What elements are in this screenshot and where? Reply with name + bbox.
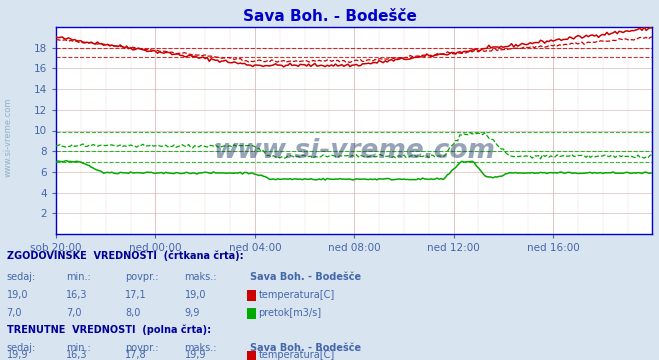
Text: sedaj:: sedaj: bbox=[7, 343, 36, 353]
Text: 17,8: 17,8 bbox=[125, 350, 147, 360]
Text: 16,3: 16,3 bbox=[66, 290, 88, 300]
Text: 7,0: 7,0 bbox=[7, 308, 22, 318]
Text: min.:: min.: bbox=[66, 272, 91, 282]
Text: temperatura[C]: temperatura[C] bbox=[258, 290, 335, 300]
Text: www.si-vreme.com: www.si-vreme.com bbox=[214, 138, 495, 164]
Text: Sava Boh. - Bodešče: Sava Boh. - Bodešče bbox=[243, 9, 416, 24]
Text: maks.:: maks.: bbox=[185, 272, 217, 282]
Text: pretok[m3/s]: pretok[m3/s] bbox=[258, 308, 322, 318]
Text: 8,0: 8,0 bbox=[125, 308, 140, 318]
Text: 19,0: 19,0 bbox=[7, 290, 28, 300]
Text: ZGODOVINSKE  VREDNOSTI  (črtkana črta):: ZGODOVINSKE VREDNOSTI (črtkana črta): bbox=[7, 250, 243, 261]
Text: 19,9: 19,9 bbox=[7, 350, 28, 360]
Text: Sava Boh. - Bodešče: Sava Boh. - Bodešče bbox=[250, 272, 362, 282]
Text: temperatura[C]: temperatura[C] bbox=[258, 350, 335, 360]
Text: 9,9: 9,9 bbox=[185, 308, 200, 318]
Text: 19,0: 19,0 bbox=[185, 290, 206, 300]
Text: min.:: min.: bbox=[66, 343, 91, 353]
Text: TRENUTNE  VREDNOSTI  (polna črta):: TRENUTNE VREDNOSTI (polna črta): bbox=[7, 325, 211, 335]
Text: povpr.:: povpr.: bbox=[125, 343, 159, 353]
Text: www.si-vreme.com: www.si-vreme.com bbox=[3, 97, 13, 176]
Text: povpr.:: povpr.: bbox=[125, 272, 159, 282]
Text: maks.:: maks.: bbox=[185, 343, 217, 353]
Text: 17,1: 17,1 bbox=[125, 290, 147, 300]
Text: Sava Boh. - Bodešče: Sava Boh. - Bodešče bbox=[250, 343, 362, 353]
Text: 16,3: 16,3 bbox=[66, 350, 88, 360]
Text: 7,0: 7,0 bbox=[66, 308, 82, 318]
Text: 19,9: 19,9 bbox=[185, 350, 206, 360]
Text: sedaj:: sedaj: bbox=[7, 272, 36, 282]
